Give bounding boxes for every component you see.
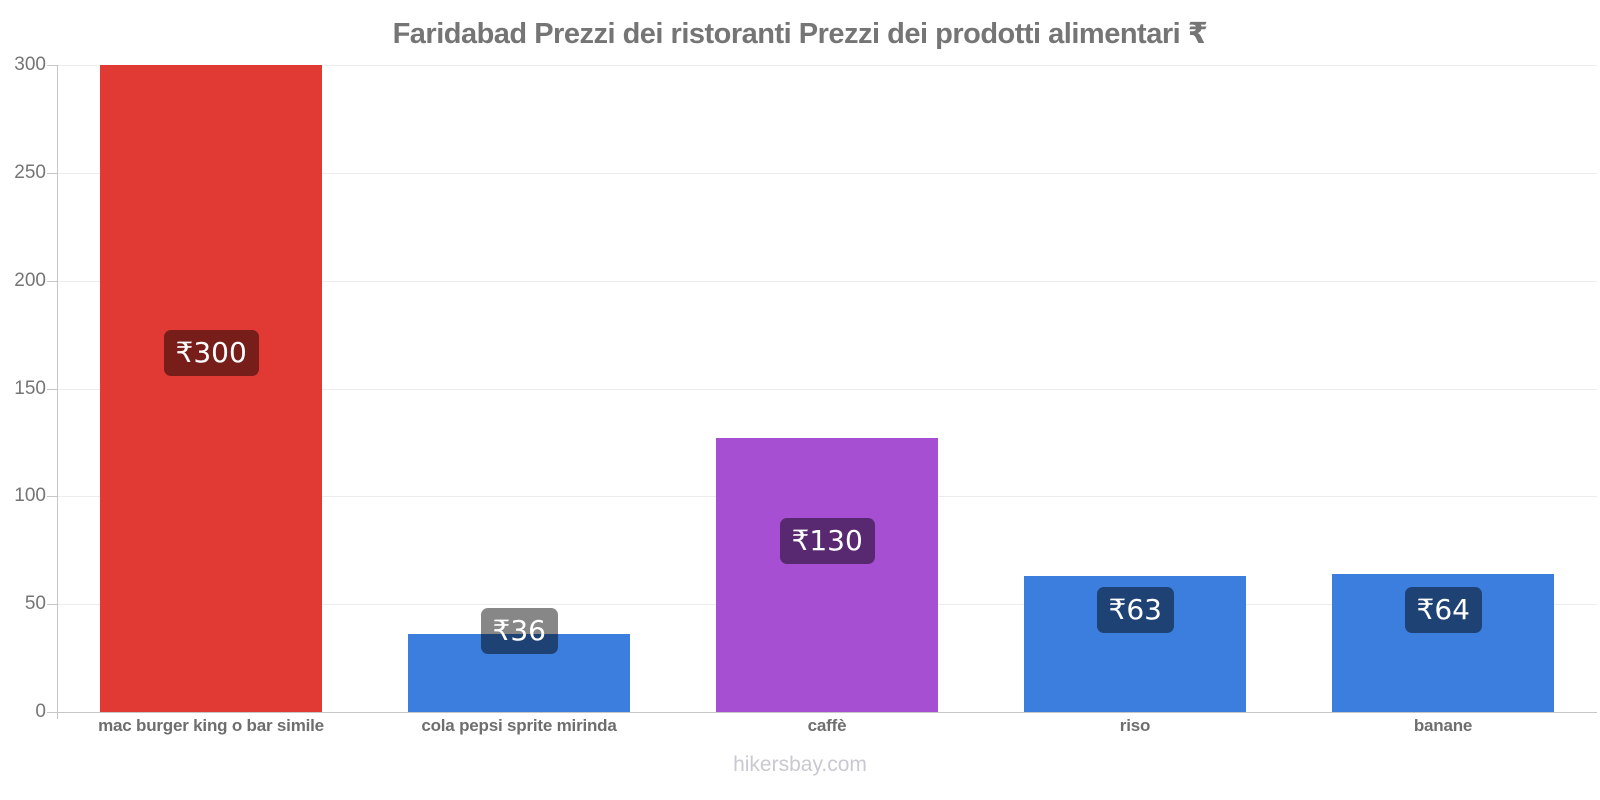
y-axis-tick-150 [47,388,57,390]
gridline-y-300 [57,65,1597,66]
bar-banane [1332,573,1554,712]
value-badge-riso: ₹63 [1096,587,1174,633]
y-tick-label-50: 50 [24,593,46,615]
gridline-y-150 [57,388,1597,390]
watermark-hikersbay: hikersbay.com [733,753,867,776]
y-tick-label-200: 200 [14,269,46,291]
bar-mac-burger-king-o-bar-simile [100,65,322,712]
bar-riso [1024,576,1246,712]
value-badge-cola-pepsi-sprite-mirinda: ₹36 [480,608,558,654]
gridline-y-200 [57,280,1597,282]
bar-caffè [716,438,938,712]
y-tick-label-300: 300 [14,54,46,75]
value-badge-caffè: ₹130 [779,518,875,564]
y-axis-tick-300 [47,65,57,66]
y-axis-line [57,65,58,719]
y-tick-label-100: 100 [14,485,46,507]
y-axis-tick-0 [47,712,57,713]
x-tick-label-cola-pepsi-sprite-mirinda: cola pepsi sprite mirinda [421,716,617,735]
bar-cola-pepsi-sprite-mirinda [408,634,630,712]
x-tick-label-caffè: caffè [807,716,847,735]
gridline-y-250 [57,172,1597,174]
y-axis-tick-50 [47,604,57,606]
x-tick-label-riso: riso [1119,716,1151,735]
y-tick-label-0: 0 [35,701,46,722]
y-axis-tick-250 [47,172,57,174]
value-badge-mac-burger-king-o-bar-simile: ₹300 [163,330,259,376]
chart-title: Faridabad Prezzi dei ristoranti Prezzi d… [392,18,1208,50]
y-axis-tick-100 [47,496,57,498]
x-tick-label-mac-burger-king-o-bar-simile: mac burger king o bar simile [98,716,324,735]
gridline-y-0 [57,712,1597,713]
x-tick-label-banane: banane [1413,716,1473,735]
y-tick-label-250: 250 [14,161,46,183]
y-axis-tick-200 [47,280,57,282]
y-tick-label-150: 150 [14,377,46,399]
value-badge-banane: ₹64 [1404,587,1482,633]
